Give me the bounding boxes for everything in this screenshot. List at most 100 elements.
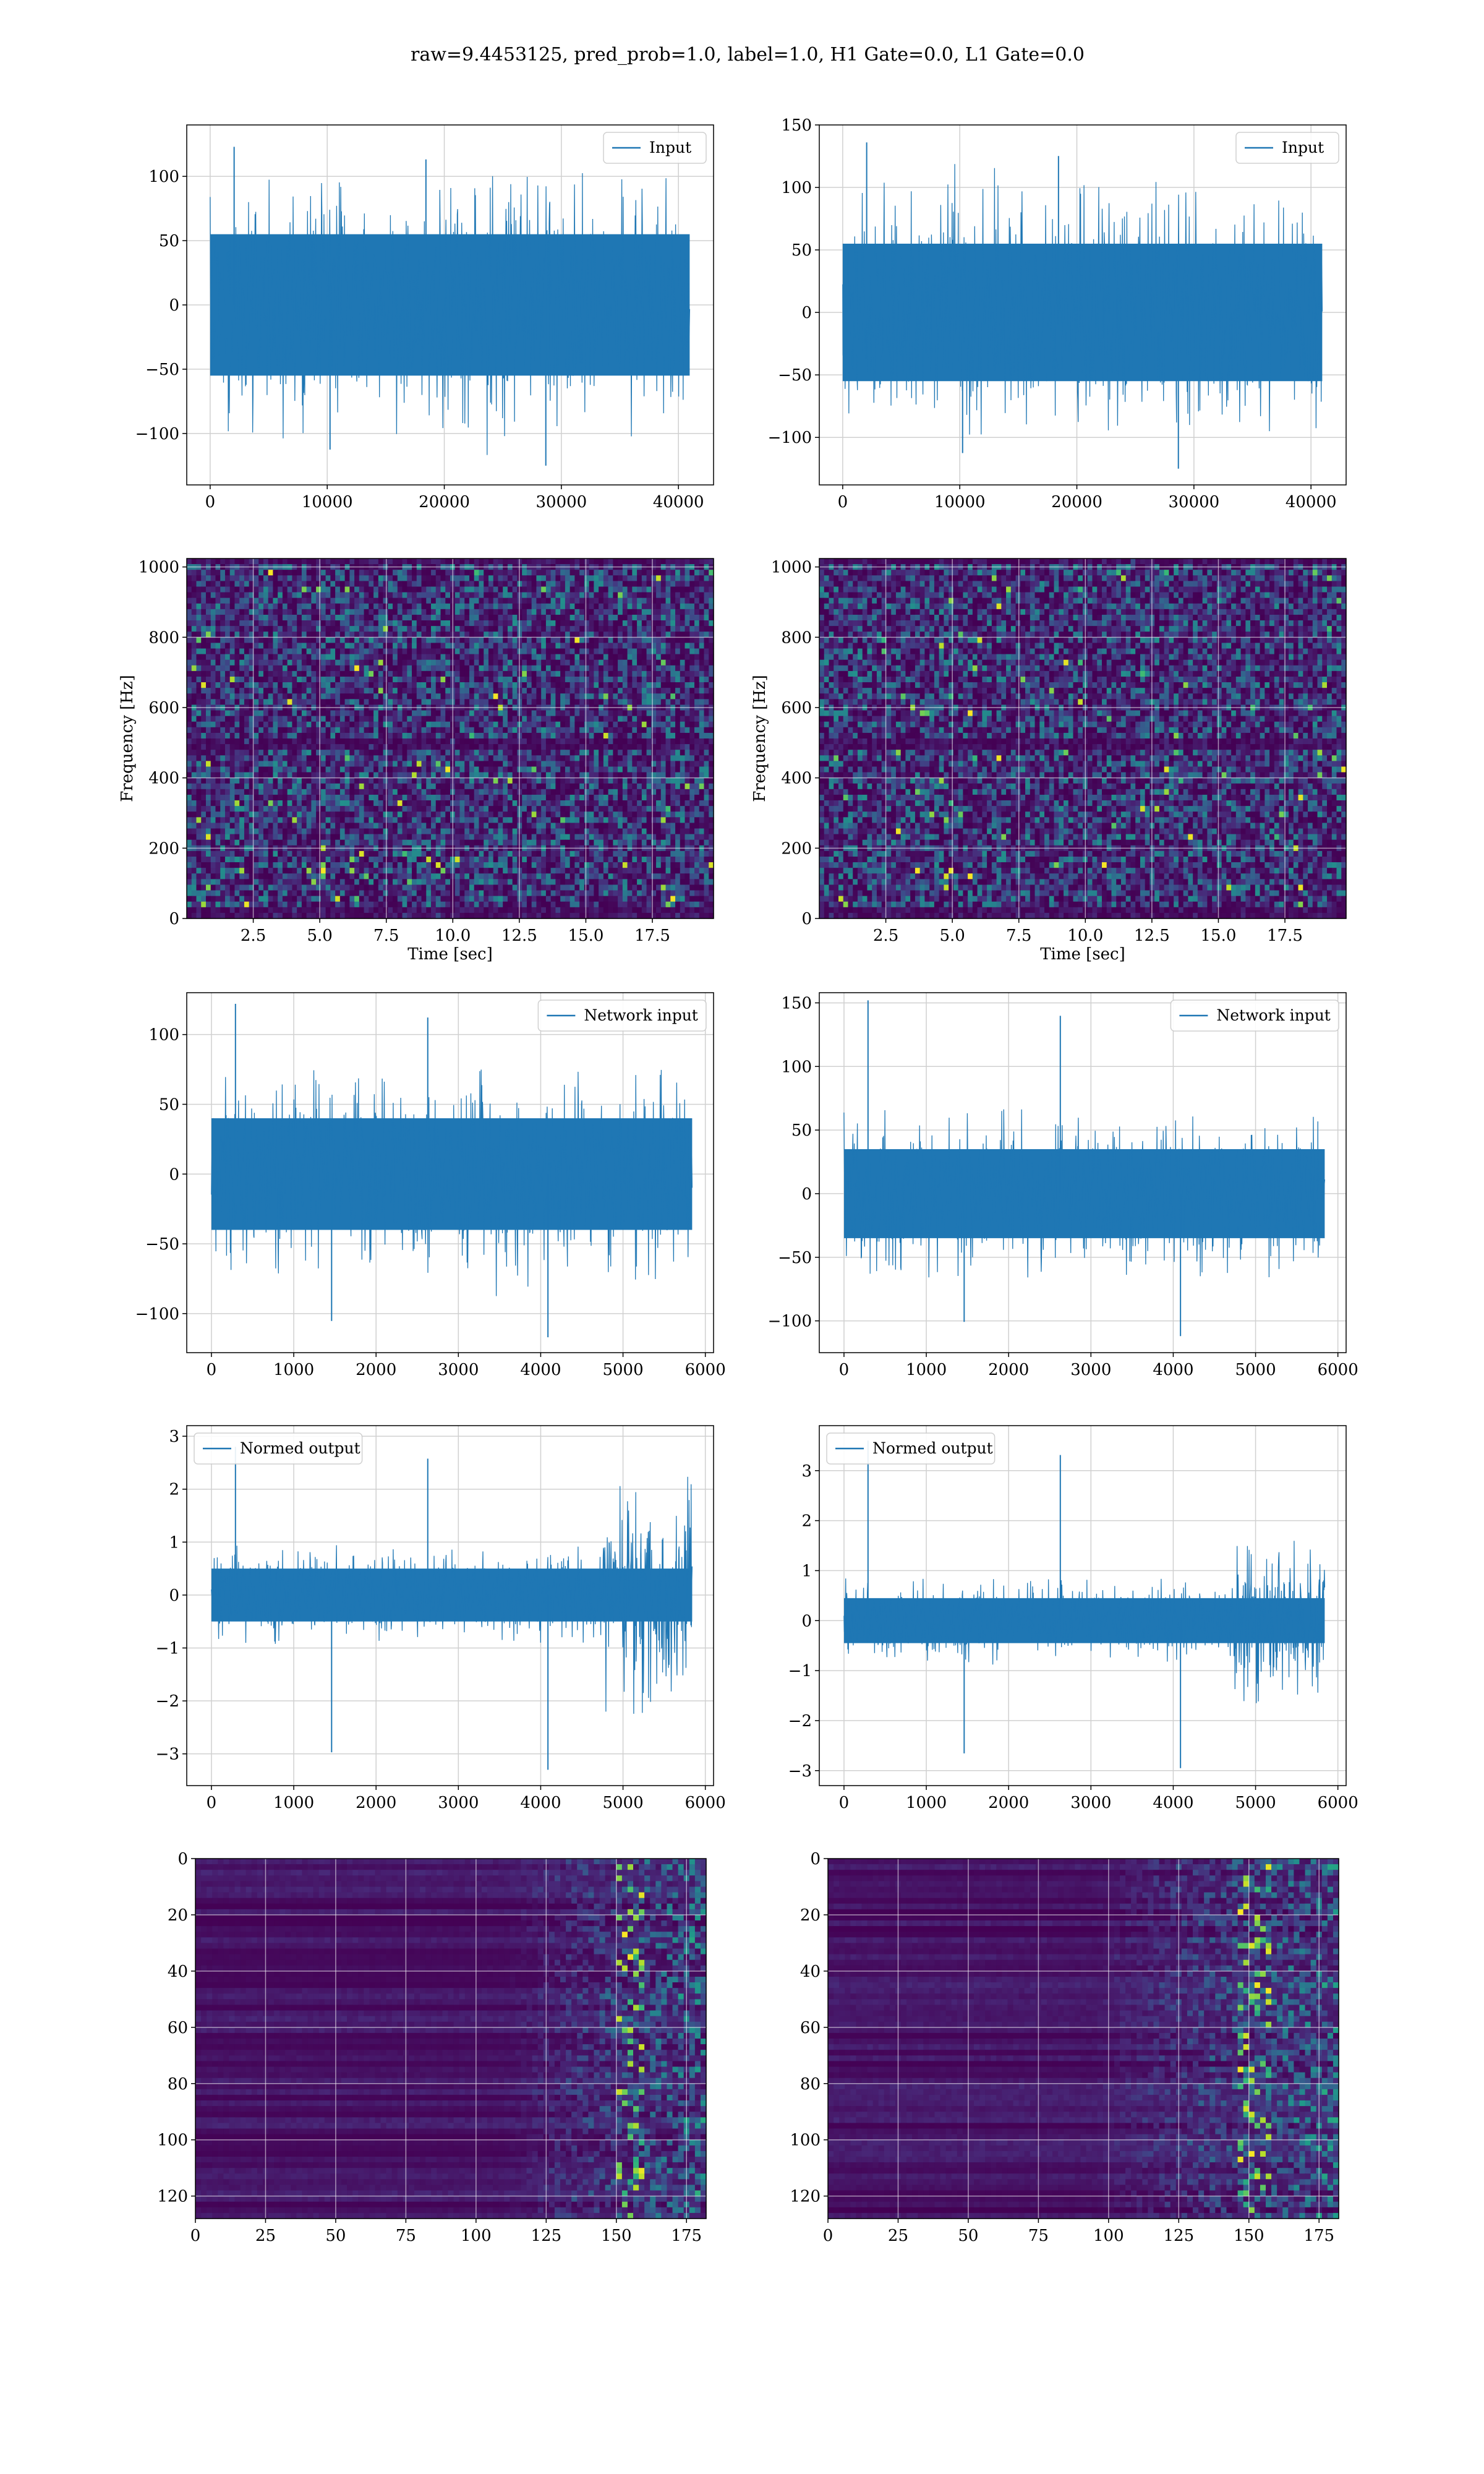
spectrogram-cell — [694, 772, 700, 779]
spectrogram-cell — [522, 670, 527, 677]
spectrogram-cell — [254, 806, 259, 812]
spectrogram-cell — [196, 581, 202, 588]
spectrogram-cell — [187, 750, 192, 756]
spectrogram-cell — [224, 670, 231, 677]
spectrogram-cell — [292, 620, 297, 627]
spectrogram-cell — [454, 626, 461, 632]
spectrogram-cell — [440, 777, 446, 784]
spectrogram-cell — [234, 738, 240, 745]
spectrogram-cell — [278, 620, 283, 627]
spectrogram-cell — [325, 716, 331, 722]
spectrogram-cell — [383, 648, 388, 655]
spectrogram-cell — [459, 716, 465, 722]
spectrogram-cell — [569, 710, 575, 717]
spectrogram-cell — [498, 732, 503, 739]
spectrogram-cell — [282, 626, 288, 632]
spectrogram-cell — [651, 654, 657, 661]
spectrogram-cell — [469, 766, 475, 773]
spectrogram-cell — [373, 620, 379, 627]
spectrogram-cell — [196, 654, 202, 661]
spectrogram-cell — [507, 727, 513, 734]
spectrogram-cell — [512, 716, 518, 722]
spectrogram-cell — [234, 654, 240, 661]
spectrogram-cell — [569, 744, 575, 750]
spectrogram-cell — [325, 614, 331, 621]
spectrogram-cell — [407, 609, 412, 615]
spectrogram-cell — [359, 794, 365, 801]
spectrogram-cell — [709, 575, 714, 581]
spectrogram-cell — [608, 766, 613, 773]
spectrogram-cell — [297, 631, 302, 638]
spectrogram-cell — [464, 637, 470, 643]
spectrogram-cell — [469, 789, 475, 795]
spectrogram-cell — [330, 570, 336, 576]
spectrogram-cell — [709, 777, 714, 784]
spectrogram-cell — [339, 648, 346, 655]
spectrogram-cell — [412, 800, 417, 807]
spectrogram-cell — [239, 575, 245, 581]
spectrogram-cell — [210, 592, 216, 599]
spectrogram-cell — [484, 794, 489, 801]
spectrogram-cell — [646, 665, 652, 672]
spectrogram-cell — [507, 603, 513, 610]
spectrogram-cell — [507, 710, 513, 717]
spectrogram-cell — [369, 693, 374, 700]
spectrogram-cell — [201, 592, 207, 599]
spectrogram-cell — [526, 654, 532, 661]
spectrogram-cell — [579, 755, 585, 761]
spectrogram-cell — [464, 777, 470, 784]
spectrogram-cell — [364, 710, 369, 717]
spectrogram-cell — [416, 750, 422, 756]
spectrogram-cell — [541, 727, 547, 734]
spectrogram-cell — [282, 654, 288, 661]
spectrogram-cell — [220, 637, 226, 643]
spectrogram-cell — [301, 783, 307, 790]
spectrogram-cell — [613, 614, 618, 621]
spectrogram-cell — [498, 676, 503, 683]
spectrogram-cell — [205, 648, 211, 655]
spectrogram-cell — [699, 794, 705, 801]
spectrogram-cell — [565, 559, 571, 565]
spectrogram-cell — [545, 750, 552, 756]
spectrogram-cell — [594, 710, 599, 717]
spectrogram-cell — [613, 654, 618, 661]
spectrogram-cell — [550, 783, 556, 790]
spectrogram-cell — [205, 586, 211, 593]
spectrogram-cell — [545, 631, 552, 638]
spectrogram-cell — [579, 648, 585, 655]
spectrogram-cell — [435, 559, 441, 565]
spectrogram-cell — [675, 699, 681, 706]
spectrogram-cell — [397, 659, 403, 666]
spectrogram-cell — [349, 716, 355, 722]
spectrogram-cell — [435, 772, 441, 779]
spectrogram-cell — [584, 710, 590, 717]
spectrogram-cell — [589, 648, 594, 655]
spectrogram-cell — [670, 716, 676, 722]
spectrogram-cell — [301, 626, 307, 632]
spectrogram-cell — [589, 772, 594, 779]
spectrogram-cell — [646, 659, 652, 666]
spectrogram-cell — [541, 609, 547, 615]
spectrogram-cell — [689, 670, 695, 677]
spectrogram-cell — [574, 559, 580, 565]
spectrogram-cell — [479, 597, 484, 604]
spectrogram-cell — [282, 693, 288, 700]
spectrogram-cell — [680, 626, 686, 632]
spectrogram-cell — [431, 800, 437, 807]
spectrogram-cell — [541, 676, 547, 683]
spectrogram-cell — [522, 777, 527, 784]
x-tick-label: 0 — [838, 493, 848, 511]
spectrogram-cell — [484, 637, 489, 643]
spectrogram-cell — [670, 744, 676, 750]
spectrogram-cell — [498, 761, 503, 768]
spectrogram-cell — [407, 761, 412, 768]
spectrogram-cell — [622, 575, 628, 581]
spectrogram-cell — [325, 738, 331, 745]
spectrogram-cell — [196, 570, 202, 576]
spectrogram-cell — [507, 755, 513, 761]
spectrogram-cell — [665, 721, 671, 728]
spectrogram-cell — [579, 614, 585, 621]
spectrogram-cell — [191, 665, 197, 672]
spectrogram-cell — [670, 581, 676, 588]
spectrogram-cell — [369, 744, 374, 750]
